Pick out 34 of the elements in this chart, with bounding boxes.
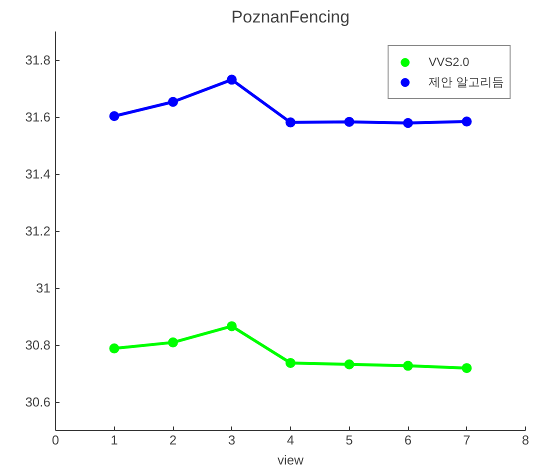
point xyxy=(168,337,178,348)
x-tick-label: 0 xyxy=(52,432,60,448)
point xyxy=(462,116,472,127)
point xyxy=(168,96,178,107)
x-tick-label: 5 xyxy=(346,432,353,448)
point xyxy=(286,358,296,368)
point xyxy=(109,111,120,122)
x-tick-label: 1 xyxy=(110,432,118,448)
y-tick-label: 30.6 xyxy=(25,394,51,410)
point xyxy=(344,116,354,127)
point xyxy=(109,343,120,354)
y-tick-label: 31.6 xyxy=(25,110,51,124)
x-tick-label: 6 xyxy=(404,432,412,448)
point xyxy=(403,118,413,128)
point xyxy=(286,117,296,128)
y-tick-label: 30.8 xyxy=(25,338,51,352)
y-tick-label: 31 xyxy=(36,280,51,296)
x-tick-label: 3 xyxy=(228,432,236,448)
x-tick-label: 4 xyxy=(286,432,294,448)
legend-label: VVS2.0 xyxy=(428,55,470,69)
y-tick-label: 31.4 xyxy=(25,166,51,182)
point xyxy=(462,363,472,374)
x-tick-label: 2 xyxy=(169,432,177,448)
y-tick-label: 31.8 xyxy=(25,52,51,68)
x-tick-label: 8 xyxy=(522,432,530,448)
point xyxy=(226,74,237,85)
point xyxy=(403,360,413,371)
point xyxy=(344,359,354,370)
chart-title: PoznanFencing xyxy=(231,8,350,26)
legend-label: 제안 알고리듬 xyxy=(428,74,504,90)
y-tick-label: 31.2 xyxy=(25,224,51,238)
point xyxy=(226,321,237,332)
x-axis-title: view xyxy=(277,452,304,468)
x-tick-label: 7 xyxy=(463,432,470,448)
